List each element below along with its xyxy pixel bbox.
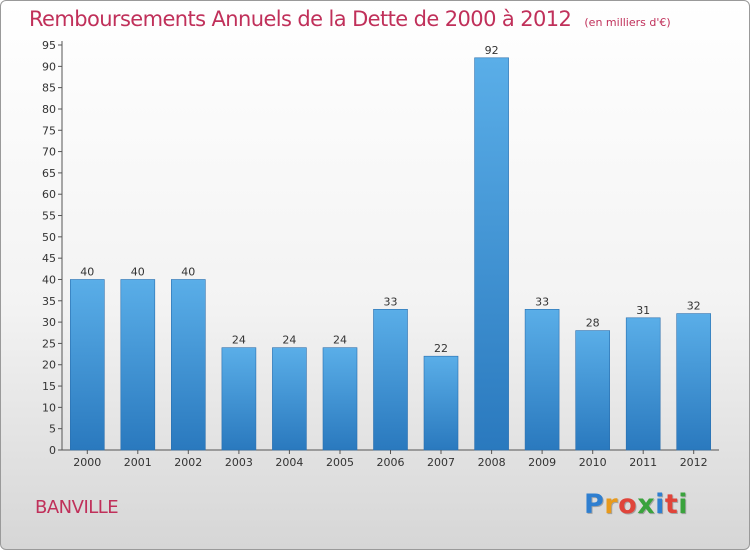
x-tick-label-2004: 2004 [275,456,303,469]
y-tick-label: 15 [42,380,56,393]
bar-2003 [221,347,257,451]
bar-2008 [474,57,509,451]
y-tick-label: 65 [42,167,56,180]
y-tick-label: 90 [42,60,56,73]
y-tick-label: 95 [42,39,56,52]
bar-2004 [272,347,307,451]
bar-2001 [120,279,156,451]
logo-letter: i [655,489,665,520]
y-tick-label: 45 [42,252,56,265]
y-tick-label: 20 [42,359,56,372]
bar-2012 [676,313,712,451]
logo-letter: P [584,489,605,520]
x-tick-label-2001: 2001 [124,456,152,469]
data-label-2012: 32 [687,300,701,313]
data-label-2001: 40 [131,266,145,279]
x-tick-label-2007: 2007 [427,456,455,469]
bar-2009 [524,308,560,451]
x-tick-label-2002: 2002 [174,456,202,469]
logo-letter: i [678,489,689,520]
y-tick-label: 5 [49,423,56,436]
chart-title: Remboursements Annuels de la Dette de 20… [29,7,572,31]
x-tick-label-2005: 2005 [326,456,354,469]
bar-2011 [625,317,661,451]
bar-2005 [322,347,358,451]
y-tick-label: 80 [42,103,56,116]
x-tick-label-2003: 2003 [225,456,253,469]
logo-letter: o [618,489,638,520]
y-tick-label: 25 [42,337,56,350]
bar-2007 [423,355,459,451]
y-tick-label: 10 [42,401,56,414]
bar-2006 [373,308,408,451]
logo-letter: t [664,489,679,520]
y-tick-label: 85 [42,82,56,95]
x-tick-label-2006: 2006 [377,456,405,469]
bar-2002 [171,279,206,451]
x-tick-label-2012: 2012 [680,456,708,469]
data-label-2010: 28 [586,317,600,330]
y-tick-label: 30 [42,316,56,329]
logo-letter: r [604,489,619,520]
chart-unit-note: (en milliers d'€) [584,16,671,29]
data-label-2000: 40 [80,266,94,279]
x-tick-label-2000: 2000 [73,456,101,469]
data-label-2004: 24 [282,334,296,347]
data-label-2002: 40 [181,266,195,279]
data-label-2009: 33 [535,295,549,308]
bar-2000 [70,279,105,451]
y-tick-label: 50 [42,231,56,244]
data-label-2006: 33 [384,295,398,308]
data-label-2007: 22 [434,342,448,355]
proxiti-logo: Proxiti [584,489,688,520]
y-tick-label: 60 [42,188,56,201]
title-row: Remboursements Annuels de la Dette de 20… [29,7,671,31]
x-tick-label-2008: 2008 [478,456,506,469]
x-tick-label-2010: 2010 [579,456,607,469]
data-label-2003: 24 [232,334,246,347]
y-tick-label: 35 [42,295,56,308]
y-tick-label: 40 [42,273,56,286]
y-tick-label: 75 [42,124,56,137]
data-label-2008: 92 [485,44,499,57]
y-tick-label: 70 [42,146,56,159]
x-tick-label-2011: 2011 [629,456,657,469]
data-label-2005: 24 [333,334,347,347]
x-tick-label-2009: 2009 [528,456,556,469]
y-tick-label: 55 [42,210,56,223]
bar-2010 [575,330,611,451]
logo-letter: x [637,489,656,520]
town-name: BANVILLE [35,497,119,518]
data-label-2011: 31 [636,304,650,317]
y-tick-label: 0 [49,444,56,457]
